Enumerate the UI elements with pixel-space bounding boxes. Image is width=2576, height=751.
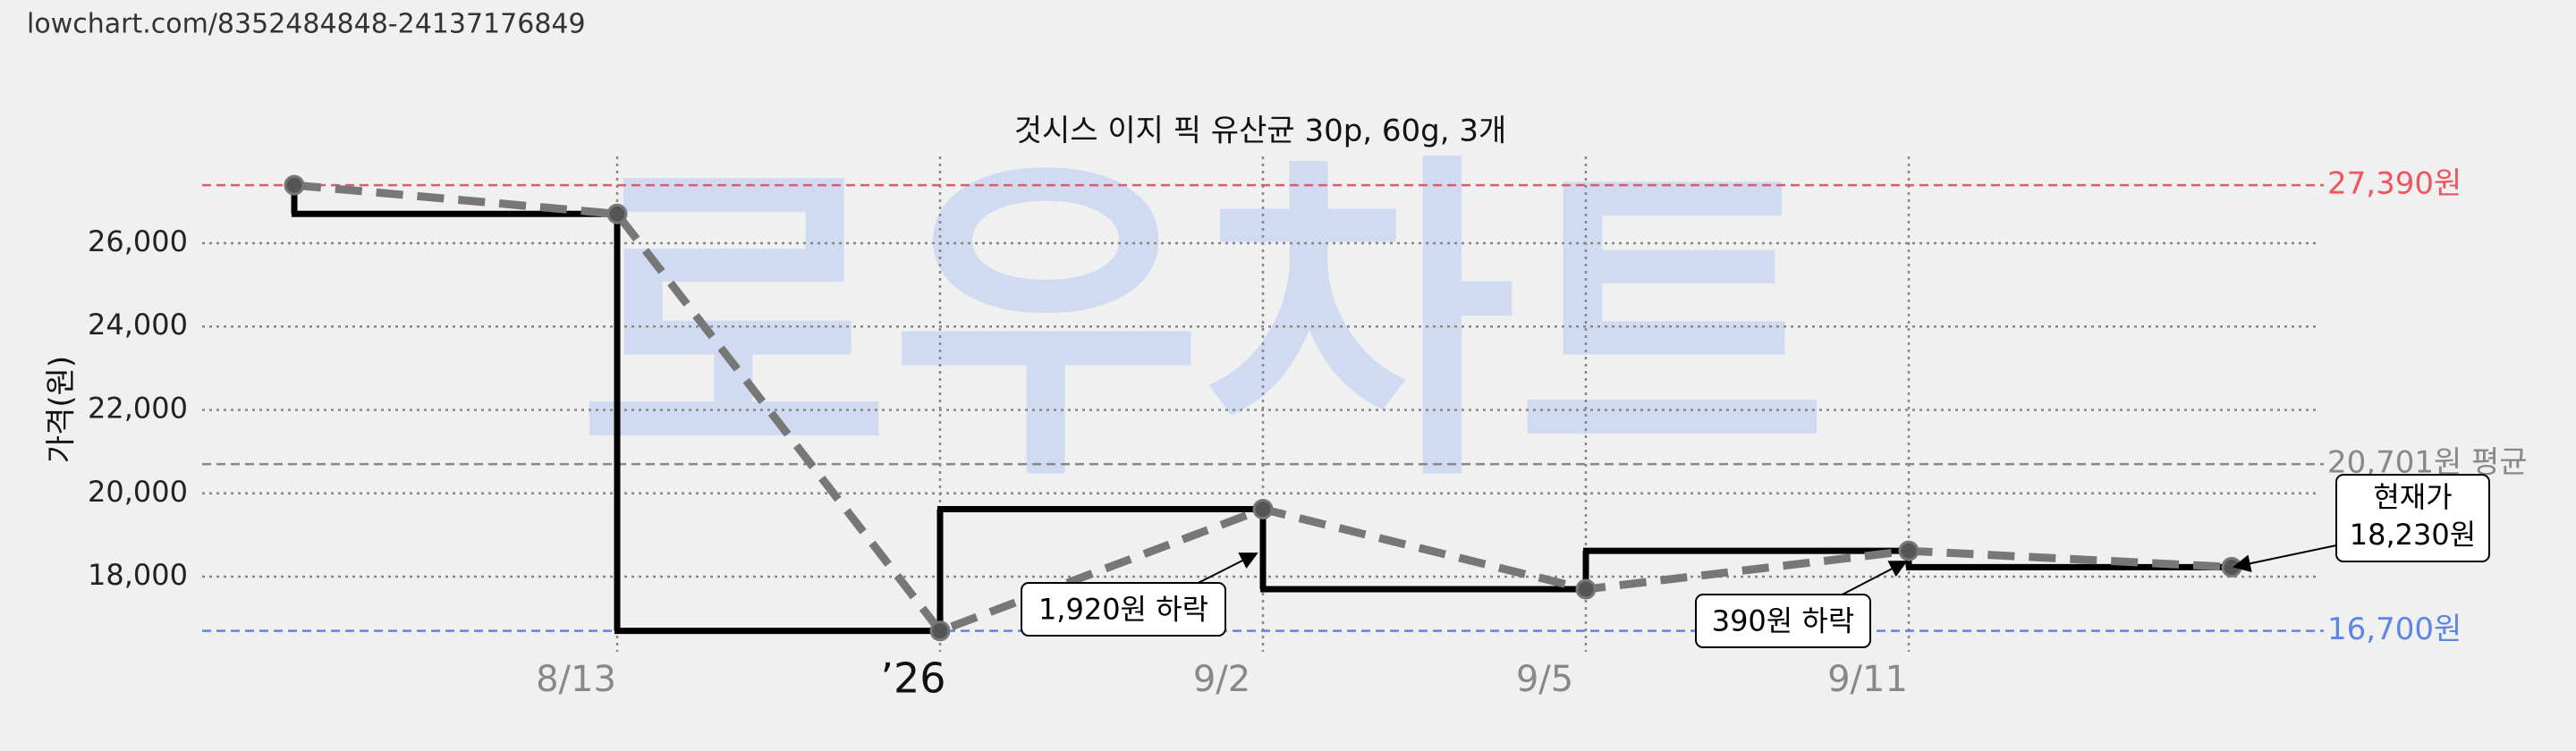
- x-tick-label: ’26: [880, 654, 945, 703]
- annotation-text: 18,230원: [2350, 518, 2476, 552]
- price-point: [1575, 578, 1597, 600]
- price-point: [1252, 498, 1274, 519]
- price-point: [606, 203, 628, 224]
- annotation-text: 현재가: [2373, 480, 2452, 514]
- reference-label: 27,390원: [2327, 166, 2462, 202]
- y-tick-label: 22,000: [88, 392, 188, 426]
- x-tick-label: 9/5: [1516, 659, 1573, 700]
- annotation-arrow: [2233, 544, 2337, 573]
- y-tick-label: 20,000: [88, 475, 188, 509]
- y-axis-label: 가격(원): [44, 356, 80, 463]
- price-point: [2221, 556, 2242, 578]
- annotation-box: [1695, 594, 1871, 648]
- y-tick-label: 24,000: [88, 308, 188, 342]
- reference-label: 16,700원: [2327, 612, 2462, 647]
- x-tick-label: 9/11: [1827, 659, 1908, 700]
- x-tick-label: 9/2: [1193, 659, 1250, 700]
- y-tick-label: 26,000: [88, 224, 188, 258]
- annotation-text: 390원 하락: [1712, 604, 1855, 638]
- annotation-box: [1021, 582, 1226, 637]
- x-tick-label: 8/13: [536, 659, 616, 700]
- price-point: [929, 620, 951, 642]
- price-point: [284, 174, 305, 196]
- annotation-arrow: [1833, 561, 1908, 600]
- annotation-text: 1,920원 하락: [1038, 593, 1208, 627]
- price-point: [1898, 540, 1919, 561]
- y-tick-label: 18,000: [88, 558, 188, 592]
- url: lowchart.com/8352484848-24137176849: [27, 9, 586, 40]
- annotation-box: [2335, 474, 2490, 562]
- watermark: 로우차트: [578, 126, 1828, 522]
- chart-title: 것시스 이지 픽 유산균 30p, 60g, 3개: [1014, 114, 1507, 149]
